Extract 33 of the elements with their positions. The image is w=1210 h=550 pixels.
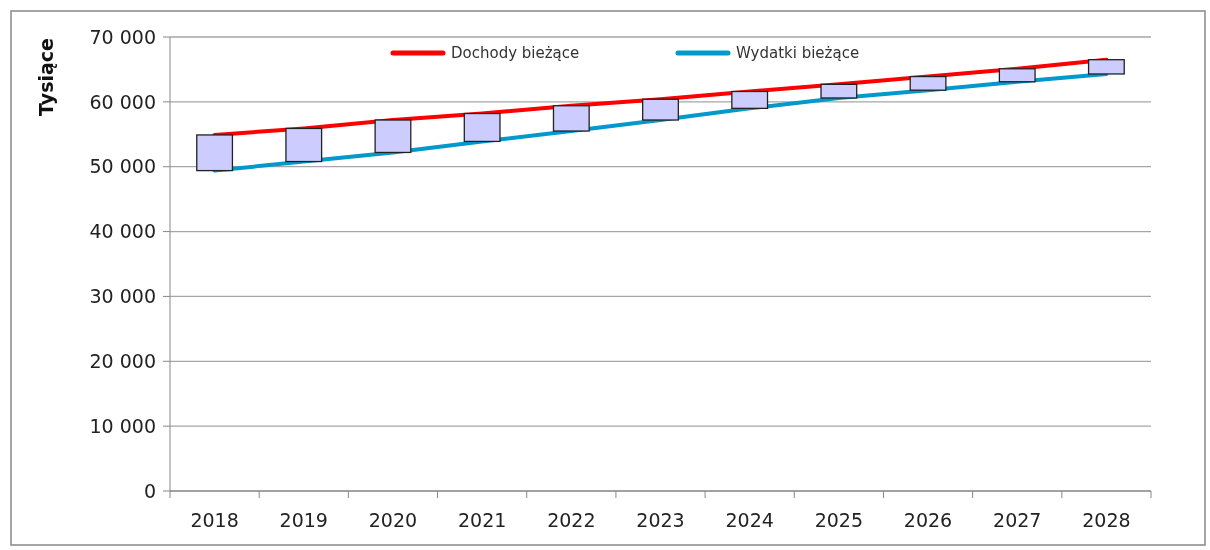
y-tick-label: 70 000 (89, 25, 156, 48)
bar (820, 83, 858, 99)
bar (731, 90, 769, 109)
x-tick-label: 2024 (725, 509, 774, 531)
y-tick-label: 0 (143, 479, 156, 502)
bar (285, 127, 323, 163)
bar (374, 119, 412, 154)
legend-label: Wydatki bieżące (736, 44, 860, 63)
x-tick-label: 2018 (190, 509, 239, 531)
x-tick-label: 2022 (547, 509, 596, 531)
y-tick-label: 50 000 (89, 155, 156, 178)
bar (196, 134, 234, 172)
bar (1087, 59, 1125, 75)
y-tick-label: 10 000 (89, 414, 156, 437)
x-tick-label: 2019 (279, 509, 328, 531)
x-tick-label: 2027 (993, 509, 1042, 531)
y-tick-label: 30 000 (89, 285, 156, 308)
bar (909, 75, 947, 91)
x-tick-label: 2028 (1082, 509, 1131, 531)
x-tick-label: 2020 (368, 509, 418, 531)
x-tick-label: 2025 (814, 509, 864, 531)
x-tick-label: 2023 (636, 509, 685, 531)
y-axis-title: Tysiące (35, 38, 57, 116)
bar (642, 98, 679, 121)
x-tick-label: 2021 (457, 509, 507, 531)
x-tick-label: 2026 (903, 509, 953, 531)
bar (552, 105, 590, 132)
legend-label: Dochody bieżące (451, 44, 580, 63)
y-tick-label: 60 000 (89, 90, 156, 113)
y-tick-label: 20 000 (89, 349, 156, 372)
bar (998, 68, 1036, 83)
bar (463, 112, 501, 143)
y-tick-label: 40 000 (89, 220, 156, 243)
